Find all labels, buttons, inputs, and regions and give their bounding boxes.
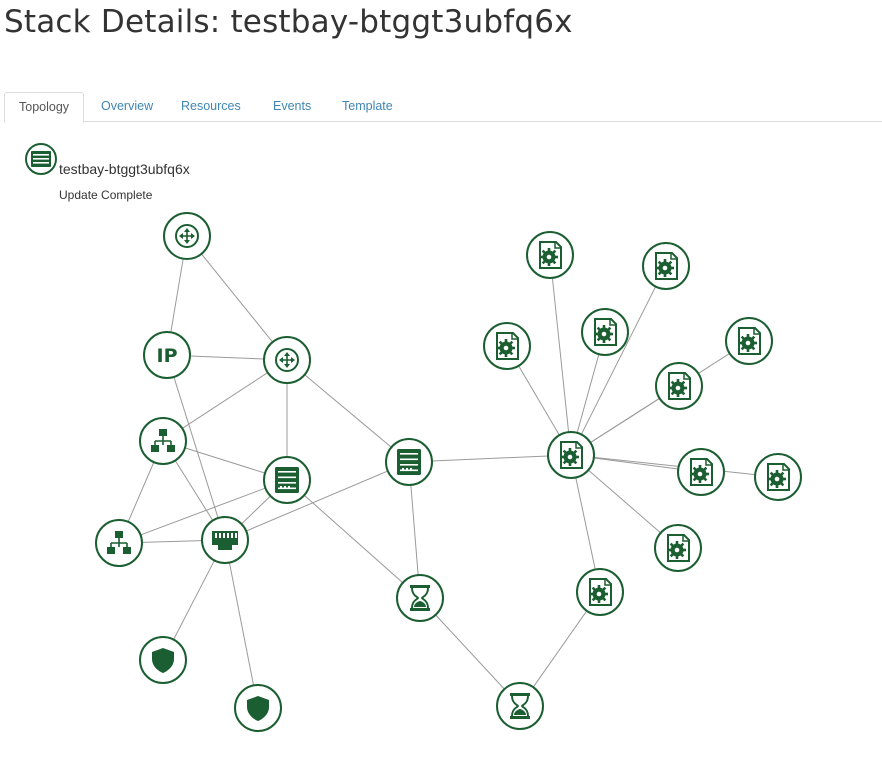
tab-resources[interactable]: Resources (181, 99, 241, 113)
edge-floating-ip-router-2 (189, 355, 265, 360)
node-wait-2[interactable] (496, 682, 544, 730)
tab-bar: Topology Overview Resources Events Templ… (4, 92, 882, 123)
config-icon (496, 332, 519, 360)
node-port[interactable] (201, 516, 249, 564)
config-icon (667, 534, 690, 562)
tab-topology[interactable]: Topology (4, 92, 85, 123)
config-icon (767, 463, 790, 491)
config-icon (560, 441, 583, 469)
svg-text:IP: IP (157, 345, 178, 367)
edge-network-2-port (141, 540, 203, 543)
edge-config-hub-config-3 (518, 365, 560, 436)
edge-config-hub-config-10 (588, 469, 661, 534)
node-config-2[interactable] (642, 242, 690, 290)
ip-icon: IP (157, 345, 178, 367)
router-icon (275, 348, 299, 372)
edge-config-hub-config-2 (580, 286, 657, 435)
network-icon (151, 429, 175, 452)
edge-config-hub-config-7 (593, 457, 679, 470)
shield-icon (247, 696, 269, 721)
server-icon (397, 449, 421, 475)
node-secgroup-1[interactable] (139, 636, 187, 684)
tab-template[interactable]: Template (342, 99, 393, 113)
hourglass-icon (410, 585, 430, 611)
edge-wait-2-config-9 (532, 610, 588, 688)
edge-router-1-floating-ip (170, 258, 184, 333)
edge-config-hub-config-8 (593, 456, 756, 476)
node-config-3[interactable] (483, 322, 531, 370)
config-icon (738, 327, 761, 355)
stack-status: Update Complete (59, 188, 153, 202)
router-icon (175, 224, 199, 248)
edges (127, 253, 756, 690)
edge-server-main-network-2 (140, 487, 266, 536)
node-network-2[interactable] (95, 519, 143, 567)
edge-router-2-server-small (304, 374, 392, 448)
node-config-8[interactable] (754, 453, 802, 501)
node-floating-ip[interactable]: IP (143, 331, 191, 379)
network-icon (107, 531, 131, 554)
server-stack-icon (25, 143, 57, 175)
node-server-main[interactable] (263, 456, 311, 504)
node-router-1[interactable] (163, 212, 211, 260)
node-server-small[interactable] (385, 438, 433, 486)
edge-port-secgroup-2 (228, 562, 255, 686)
node-config-5[interactable] (725, 317, 773, 365)
config-icon (589, 578, 612, 606)
edge-wait-1-wait-2 (435, 614, 505, 690)
node-config-6[interactable] (655, 362, 703, 410)
edge-floating-ip-port (173, 376, 219, 519)
edge-network-1-network-2 (127, 461, 155, 523)
node-secgroup-2[interactable] (234, 684, 282, 732)
edge-port-server-small (245, 470, 389, 532)
edge-network-1-server-main (184, 447, 266, 474)
page-title: Stack Details: testbay-btggt3ubfq6x (4, 4, 573, 40)
node-network-1[interactable] (139, 417, 187, 465)
node-config-10[interactable] (654, 524, 702, 572)
edge-config-hub-config-1 (551, 277, 570, 433)
edge-network-1-port (174, 460, 214, 521)
config-icon (655, 252, 678, 280)
config-icon (539, 241, 562, 269)
stack-name: testbay-btggt3ubfq6x (59, 161, 190, 177)
node-config-9[interactable] (576, 568, 624, 616)
node-router-2[interactable] (263, 336, 311, 384)
shield-icon (152, 648, 174, 673)
node-config-4[interactable] (581, 308, 629, 356)
edge-port-secgroup-1 (173, 560, 215, 640)
node-config-hub[interactable] (547, 431, 595, 479)
port-icon (212, 531, 238, 550)
config-icon (594, 318, 617, 346)
node-config-1[interactable] (526, 231, 574, 279)
tab-events[interactable]: Events (273, 99, 312, 113)
config-icon (668, 372, 691, 400)
node-config-7[interactable] (677, 448, 725, 496)
node-wait-1[interactable] (396, 574, 444, 622)
nodes: IP (95, 212, 802, 732)
edge-config-hub-config-9 (575, 477, 596, 570)
server-icon (275, 467, 299, 493)
tab-overview[interactable]: Overview (101, 99, 154, 113)
edge-server-main-wait-1 (303, 494, 404, 584)
edge-router-2-network-1 (181, 372, 269, 429)
hourglass-icon (510, 693, 530, 719)
edge-config-hub-config-6 (590, 397, 660, 444)
edge-router-1-router-2 (201, 253, 273, 343)
edge-server-main-port (241, 495, 271, 525)
edge-server-small-config-hub (431, 455, 549, 462)
edge-server-small-wait-1 (410, 484, 419, 576)
edge-config-hub-config-4 (576, 354, 600, 433)
config-icon (690, 458, 713, 486)
